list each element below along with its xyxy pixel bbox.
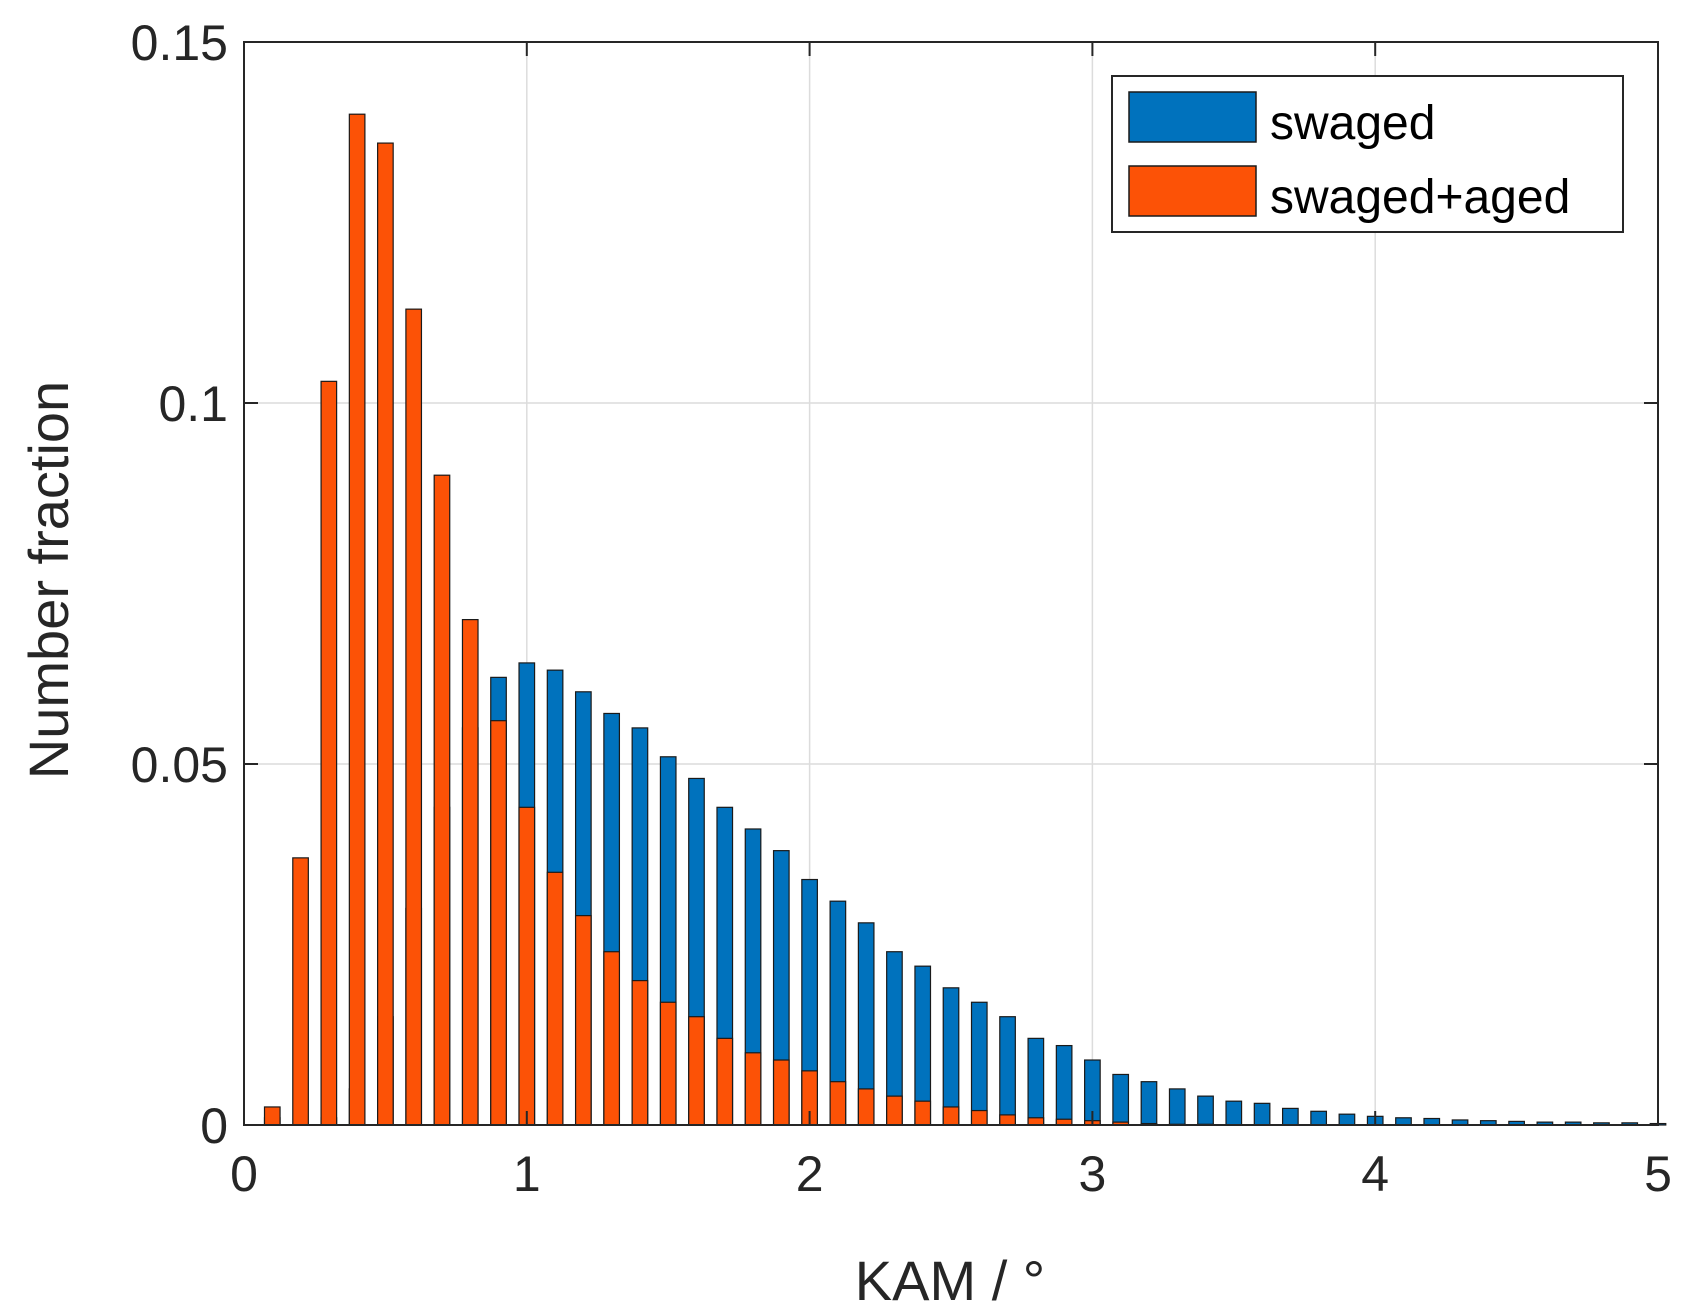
bar-swaged-aged: [829, 1081, 847, 1126]
bar-swaged-aged: [263, 1106, 281, 1126]
bar-swaged: [1112, 1073, 1130, 1126]
bar-swaged: [1281, 1107, 1299, 1126]
x-tick-label: 2: [796, 1146, 824, 1202]
y-tick-label: 0: [200, 1098, 228, 1154]
y-tick-labels: 0 0.05 0.1 0.15: [131, 15, 228, 1154]
bar-swaged-aged: [1027, 1117, 1045, 1126]
bar-swaged-aged: [405, 308, 423, 1126]
bar-swaged-aged: [433, 474, 451, 1126]
bar-swaged-aged: [461, 618, 479, 1126]
bar-swaged: [1225, 1100, 1243, 1126]
x-tick-labels: 0 1 2 3 4 5: [230, 1146, 1672, 1202]
legend: swaged swaged+aged: [1111, 75, 1624, 233]
bar-swaged-aged: [377, 142, 394, 1126]
bar-swaged-aged: [970, 1109, 988, 1126]
legend-label-swaged-aged: swaged+aged: [1270, 171, 1570, 224]
bar-swaged-aged: [518, 806, 536, 1126]
bar-swaged-aged: [659, 1001, 677, 1126]
y-tick-label: 0.15: [131, 15, 228, 71]
bar-swaged-aged: [348, 113, 366, 1126]
axis-ticks: [243, 41, 1659, 1126]
bar-swaged-aged: [857, 1088, 875, 1126]
bar-swaged: [999, 1016, 1016, 1126]
bar-swaged: [1197, 1095, 1214, 1126]
bar-swaged: [942, 987, 960, 1126]
legend-swatch-swaged: [1128, 91, 1257, 143]
bar-swaged-aged: [772, 1059, 790, 1126]
plot-frame: [243, 41, 1659, 1126]
bar-swaged-aged: [292, 857, 309, 1126]
x-tick-label: 5: [1644, 1146, 1672, 1202]
bars: [263, 113, 1667, 1126]
x-tick-label: 1: [513, 1146, 541, 1202]
bar-swaged: [1027, 1037, 1045, 1126]
bar-swaged: [1055, 1044, 1073, 1126]
bar-swaged-aged: [631, 979, 649, 1126]
bar-swaged: [970, 1001, 988, 1126]
bar-swaged: [1253, 1102, 1271, 1126]
bar-swaged-aged: [688, 1016, 705, 1126]
y-axis-title: Number fraction: [17, 381, 80, 779]
bar-swaged-aged: [942, 1106, 960, 1126]
bar-swaged-aged: [744, 1052, 762, 1126]
x-tick-label: 0: [230, 1146, 258, 1202]
y-tick-label: 0.1: [158, 376, 228, 432]
bar-swaged-aged: [490, 720, 507, 1126]
bar-swaged-aged: [320, 380, 338, 1126]
legend-swatch-swaged-aged: [1128, 165, 1257, 217]
x-axis-title: KAM / °: [855, 1249, 1045, 1312]
x-tick-label: 4: [1361, 1146, 1389, 1202]
bar-swaged-aged: [574, 915, 592, 1126]
bar-swaged-aged: [716, 1037, 734, 1126]
legend-label-swaged: swaged: [1270, 97, 1435, 150]
bar-swaged-aged: [914, 1100, 932, 1126]
x-tick-label: 3: [1078, 1146, 1106, 1202]
bar-swaged-aged: [999, 1114, 1016, 1126]
y-tick-label: 0.05: [131, 737, 228, 793]
bar-swaged-aged: [886, 1095, 903, 1126]
bar-swaged: [1338, 1113, 1356, 1126]
bar-swaged-aged: [603, 951, 621, 1126]
bar-swaged: [1395, 1117, 1412, 1126]
bar-swaged: [1168, 1088, 1186, 1126]
bar-swaged-aged: [546, 871, 564, 1126]
grid-lines: [244, 42, 1658, 1125]
bar-swaged: [1310, 1110, 1328, 1126]
bar-swaged: [1140, 1081, 1158, 1126]
